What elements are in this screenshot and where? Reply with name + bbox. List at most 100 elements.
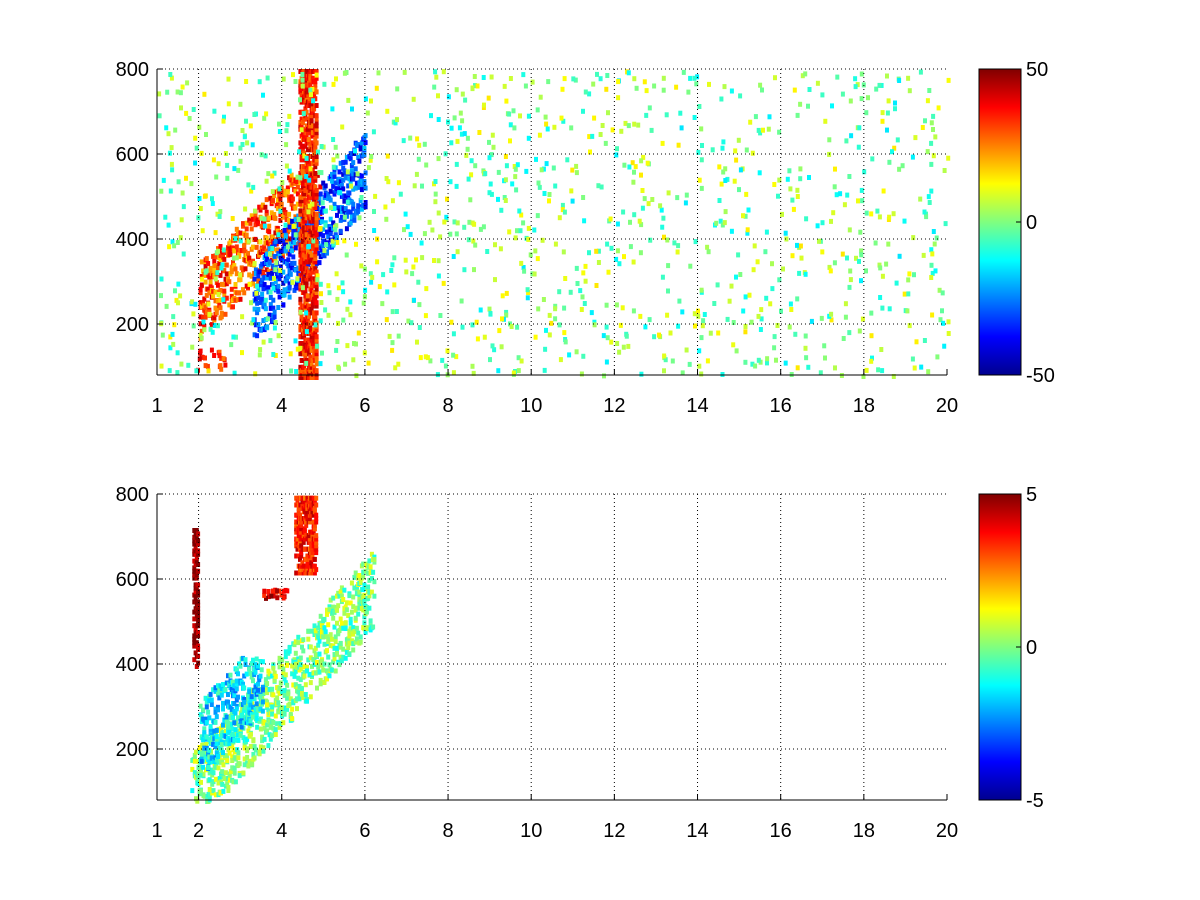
- x-tick-label: 8: [442, 395, 453, 417]
- heatmap-cell: [301, 563, 306, 569]
- heatmap-cell: [828, 268, 833, 274]
- heatmap-cell: [318, 318, 323, 324]
- heatmap-cell: [302, 499, 307, 505]
- heatmap-cell: [168, 334, 173, 340]
- heatmap-cell: [334, 223, 339, 229]
- heatmap-cell: [688, 75, 693, 81]
- heatmap-cell: [364, 605, 369, 610]
- heatmap-cell: [363, 568, 368, 574]
- heatmap-cell: [546, 79, 551, 85]
- heatmap-cell: [309, 546, 314, 552]
- heatmap-cell: [874, 86, 879, 92]
- heatmap-cell: [686, 89, 691, 95]
- heatmap-cell: [789, 307, 794, 312]
- heatmap-cell: [372, 228, 377, 233]
- heatmap-cell: [295, 223, 299, 228]
- heatmap-cell: [365, 110, 370, 116]
- heatmap-cell: [209, 702, 214, 707]
- heatmap-cell: [288, 241, 293, 247]
- heatmap-cell: [774, 357, 778, 363]
- heatmap-cell: [210, 781, 215, 787]
- heatmap-cell: [271, 281, 276, 287]
- heatmap-cell: [557, 289, 562, 295]
- heatmap-cell: [291, 700, 296, 706]
- heatmap-cell: [301, 533, 306, 539]
- heatmap-cell: [283, 234, 288, 240]
- heatmap-cell: [305, 495, 310, 501]
- heatmap-cell: [354, 591, 359, 597]
- heatmap-cell: [351, 625, 356, 631]
- heatmap-cell: [204, 704, 209, 710]
- heatmap-cell: [358, 599, 363, 605]
- heatmap-cell: [203, 279, 208, 285]
- heatmap-cell: [482, 102, 486, 108]
- heatmap-cell: [242, 673, 247, 679]
- heatmap-cell: [369, 576, 374, 582]
- heatmap-cell: [513, 235, 518, 241]
- heatmap-cell: [233, 756, 238, 762]
- heatmap-cell: [318, 613, 323, 619]
- heatmap-cell: [164, 303, 169, 309]
- heatmap-cell: [190, 299, 195, 305]
- heatmap-cell: [192, 616, 197, 622]
- heatmap-cell: [594, 283, 599, 288]
- heatmap-cell: [214, 764, 218, 770]
- heatmap-cell: [305, 324, 310, 329]
- heatmap-cell: [330, 667, 334, 673]
- heatmap-cell: [763, 249, 768, 255]
- heatmap-cell: [855, 82, 860, 88]
- heatmap-cell: [363, 204, 368, 210]
- colorbar-gradient: [978, 493, 1022, 801]
- heatmap-cell: [316, 234, 321, 240]
- x-tick-label: 2: [193, 820, 204, 842]
- heatmap-cell: [273, 238, 278, 244]
- heatmap-cell: [175, 370, 180, 376]
- heatmap-cell: [309, 92, 313, 98]
- heatmap-cell: [352, 574, 357, 580]
- heatmap-cell: [267, 223, 272, 229]
- heatmap-cell: [207, 274, 212, 280]
- heatmap-cell: [581, 270, 586, 276]
- heatmap-cell: [560, 86, 565, 92]
- heatmap-cell: [314, 519, 319, 525]
- heatmap-cell: [270, 173, 275, 179]
- heatmap-cell: [228, 251, 233, 257]
- heatmap-cell: [210, 329, 215, 335]
- heatmap-cell: [587, 91, 592, 97]
- heatmap-cell: [202, 296, 207, 302]
- heatmap-cell: [292, 228, 297, 234]
- heatmap-cell: [258, 300, 263, 305]
- heatmap-cell: [368, 271, 373, 277]
- heatmap-cell: [314, 300, 319, 306]
- heatmap-cell: [322, 641, 327, 647]
- heatmap-cell: [829, 218, 833, 224]
- colorbar: 50-5: [978, 484, 1044, 812]
- heatmap-cell: [861, 374, 866, 379]
- heatmap-cell: [346, 636, 351, 642]
- heatmap-cell: [211, 157, 216, 163]
- heatmap-cell: [605, 241, 610, 247]
- heatmap-cell: [229, 733, 234, 739]
- heatmap-cell: [298, 351, 303, 357]
- heatmap-cell: [202, 323, 207, 329]
- heatmap-cell: [266, 668, 271, 674]
- heatmap-cell: [228, 737, 233, 743]
- heatmap-cell: [325, 611, 329, 617]
- heatmap-cell: [507, 111, 512, 117]
- heatmap-cell: [483, 171, 488, 177]
- heatmap-cell: [363, 133, 368, 139]
- heatmap-cell: [807, 175, 811, 180]
- heatmap-cell: [303, 171, 308, 176]
- heatmap-cell: [454, 354, 459, 360]
- heatmap-cell: [513, 166, 518, 172]
- heatmap-cell: [731, 342, 736, 348]
- heatmap-cell: [202, 745, 207, 751]
- heatmap-cell: [723, 209, 728, 215]
- heatmap-cell: [436, 117, 441, 122]
- heatmap-cell: [615, 341, 620, 346]
- heatmap-cell: [224, 262, 229, 268]
- heatmap-cell: [547, 198, 551, 204]
- heatmap-cell: [236, 737, 241, 743]
- heatmap-cell: [488, 311, 493, 316]
- heatmap-cell: [282, 292, 287, 298]
